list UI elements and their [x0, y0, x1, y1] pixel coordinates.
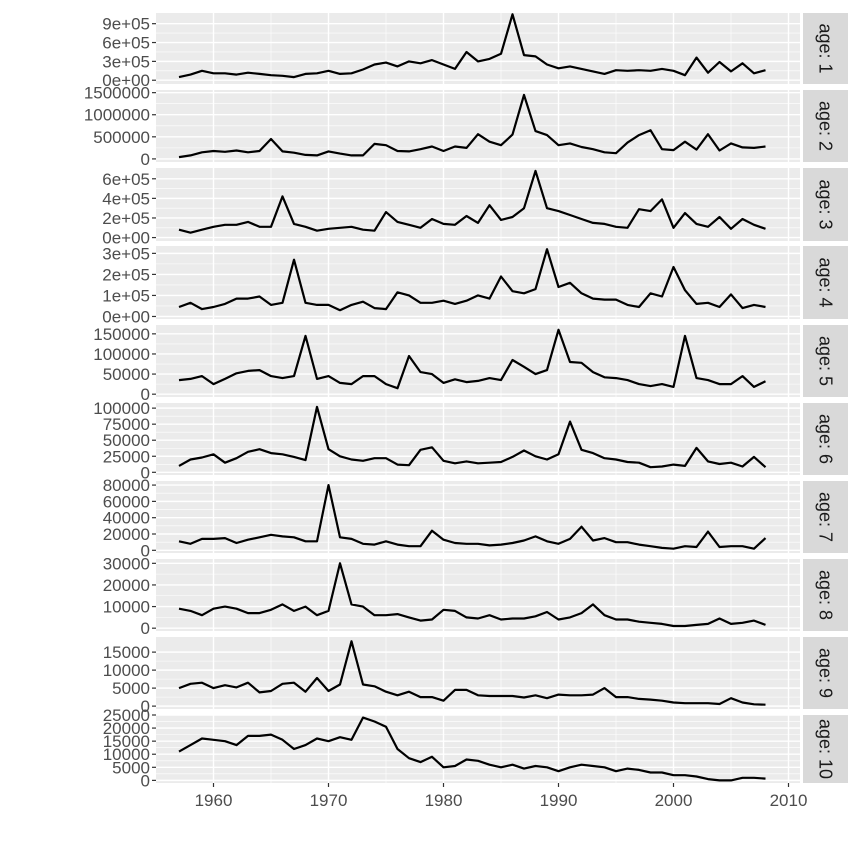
- facet-strip: [803, 481, 848, 553]
- facet-panel: 0 10000 20000 30000 age: 8: [103, 554, 848, 638]
- x-tick-label: 1980: [425, 791, 463, 810]
- facet-strip-label: age: 7: [816, 492, 836, 542]
- y-tick-label: 25000: [103, 447, 150, 466]
- y-tick-label: 30000: [103, 554, 150, 573]
- y-tick-label: 6e+05: [102, 34, 150, 53]
- y-tick-label: 10000: [103, 661, 150, 680]
- facet-strip-label: age: 2: [816, 101, 836, 151]
- facet-strip-label: age: 6: [816, 414, 836, 464]
- y-tick-label: 15000: [103, 643, 150, 662]
- facet-strip: [803, 90, 848, 162]
- facet-strip-label: age: 4: [816, 257, 836, 307]
- series-line: [178, 328, 766, 390]
- y-tick-label: 10000: [103, 598, 150, 617]
- facet-strip: [803, 325, 848, 397]
- y-tick-label: 0: [141, 541, 150, 560]
- x-tick-label: 2000: [655, 791, 693, 810]
- y-tick-label: 5000: [112, 679, 150, 698]
- facet-panel: 0 500000 1000000 1500000 age: 2: [84, 84, 848, 169]
- y-tick-label: 40000: [103, 509, 150, 528]
- panel-background: [156, 13, 800, 84]
- facet-strip-label: age: 8: [816, 570, 836, 620]
- y-tick-label: 0: [141, 771, 150, 790]
- facet-strip: [803, 13, 848, 84]
- y-tick-label: 0: [141, 150, 150, 169]
- y-tick-label: 20000: [103, 719, 150, 738]
- facet-strip-label: age: 5: [816, 336, 836, 386]
- y-tick-label: 3e+05: [102, 244, 150, 263]
- y-tick-label: 1000000: [84, 106, 150, 125]
- y-tick-label: 0e+00: [102, 229, 150, 248]
- y-tick-label: 1e+05: [102, 286, 150, 305]
- y-tick-label: 3e+05: [102, 52, 150, 71]
- facet-strip: [803, 637, 848, 709]
- facet-strip-label: age: 1: [816, 23, 836, 73]
- y-tick-label: 2e+05: [102, 209, 150, 228]
- panel-background: [156, 637, 800, 709]
- series-line: [178, 248, 766, 312]
- y-tick-label: 10000: [103, 745, 150, 764]
- y-tick-label: 0: [141, 385, 150, 404]
- y-tick-label: 0: [141, 463, 150, 482]
- y-tick-label: 0: [141, 697, 150, 716]
- y-tick-label: 15000: [103, 732, 150, 751]
- y-tick-label: 0: [141, 619, 150, 638]
- y-tick-label: 5000: [112, 758, 150, 777]
- y-tick-label: 2e+05: [102, 265, 150, 284]
- panel-background: [156, 559, 800, 631]
- y-tick-label: 0e+00: [102, 307, 150, 326]
- facet-strip: [803, 715, 848, 783]
- series-line: [178, 405, 767, 469]
- y-tick-label: 500000: [93, 128, 150, 147]
- facet-strip: [803, 246, 848, 319]
- x-tick-label: 2010: [770, 791, 808, 810]
- y-tick-label: 6e+05: [102, 170, 150, 189]
- panel-background: [156, 715, 800, 783]
- y-tick-label: 9e+05: [102, 15, 150, 34]
- y-tick-label: 20000: [103, 525, 150, 544]
- facet-panel: 0e+00 1e+05 2e+05 3e+05 age: 4: [102, 244, 848, 326]
- y-tick-label: 50000: [103, 365, 150, 384]
- panel-background: [156, 168, 800, 241]
- panel-background: [156, 325, 800, 397]
- y-tick-label: 100000: [93, 345, 150, 364]
- facet-strip: [803, 168, 848, 241]
- y-tick-label: 25000: [103, 706, 150, 725]
- y-tick-label: 150000: [93, 325, 150, 344]
- facet-strip: [803, 559, 848, 631]
- x-tick-label: 1960: [195, 791, 233, 810]
- y-tick-label: 80000: [103, 476, 150, 495]
- x-axis: 1960 1970 1980 1990 2000 2010: [195, 783, 808, 810]
- facet-strip-label: age: 3: [816, 179, 836, 229]
- series-line: [178, 13, 766, 79]
- series-line: [178, 716, 766, 782]
- y-tick-label: 60000: [103, 492, 150, 511]
- x-tick-label: 1990: [540, 791, 578, 810]
- facet-strip: [803, 403, 848, 475]
- y-tick-label: 20000: [103, 576, 150, 595]
- facet-strip-label: age: 9: [816, 648, 836, 698]
- y-tick-label: 75000: [103, 415, 150, 434]
- facet-strip-label: age: 10: [816, 719, 836, 779]
- x-tick-label: 1970: [310, 791, 348, 810]
- series-line: [178, 484, 767, 550]
- series-line: [178, 93, 766, 159]
- y-tick-label: 50000: [103, 431, 150, 450]
- series-line: [178, 562, 766, 628]
- series-line: [178, 640, 766, 706]
- series-line: [178, 169, 766, 234]
- y-tick-label: 1500000: [84, 84, 150, 103]
- y-tick-label: 4e+05: [102, 189, 150, 208]
- y-tick-label: 100000: [93, 399, 150, 418]
- y-tick-label: 0e+00: [102, 71, 150, 90]
- panel-background: [156, 246, 800, 319]
